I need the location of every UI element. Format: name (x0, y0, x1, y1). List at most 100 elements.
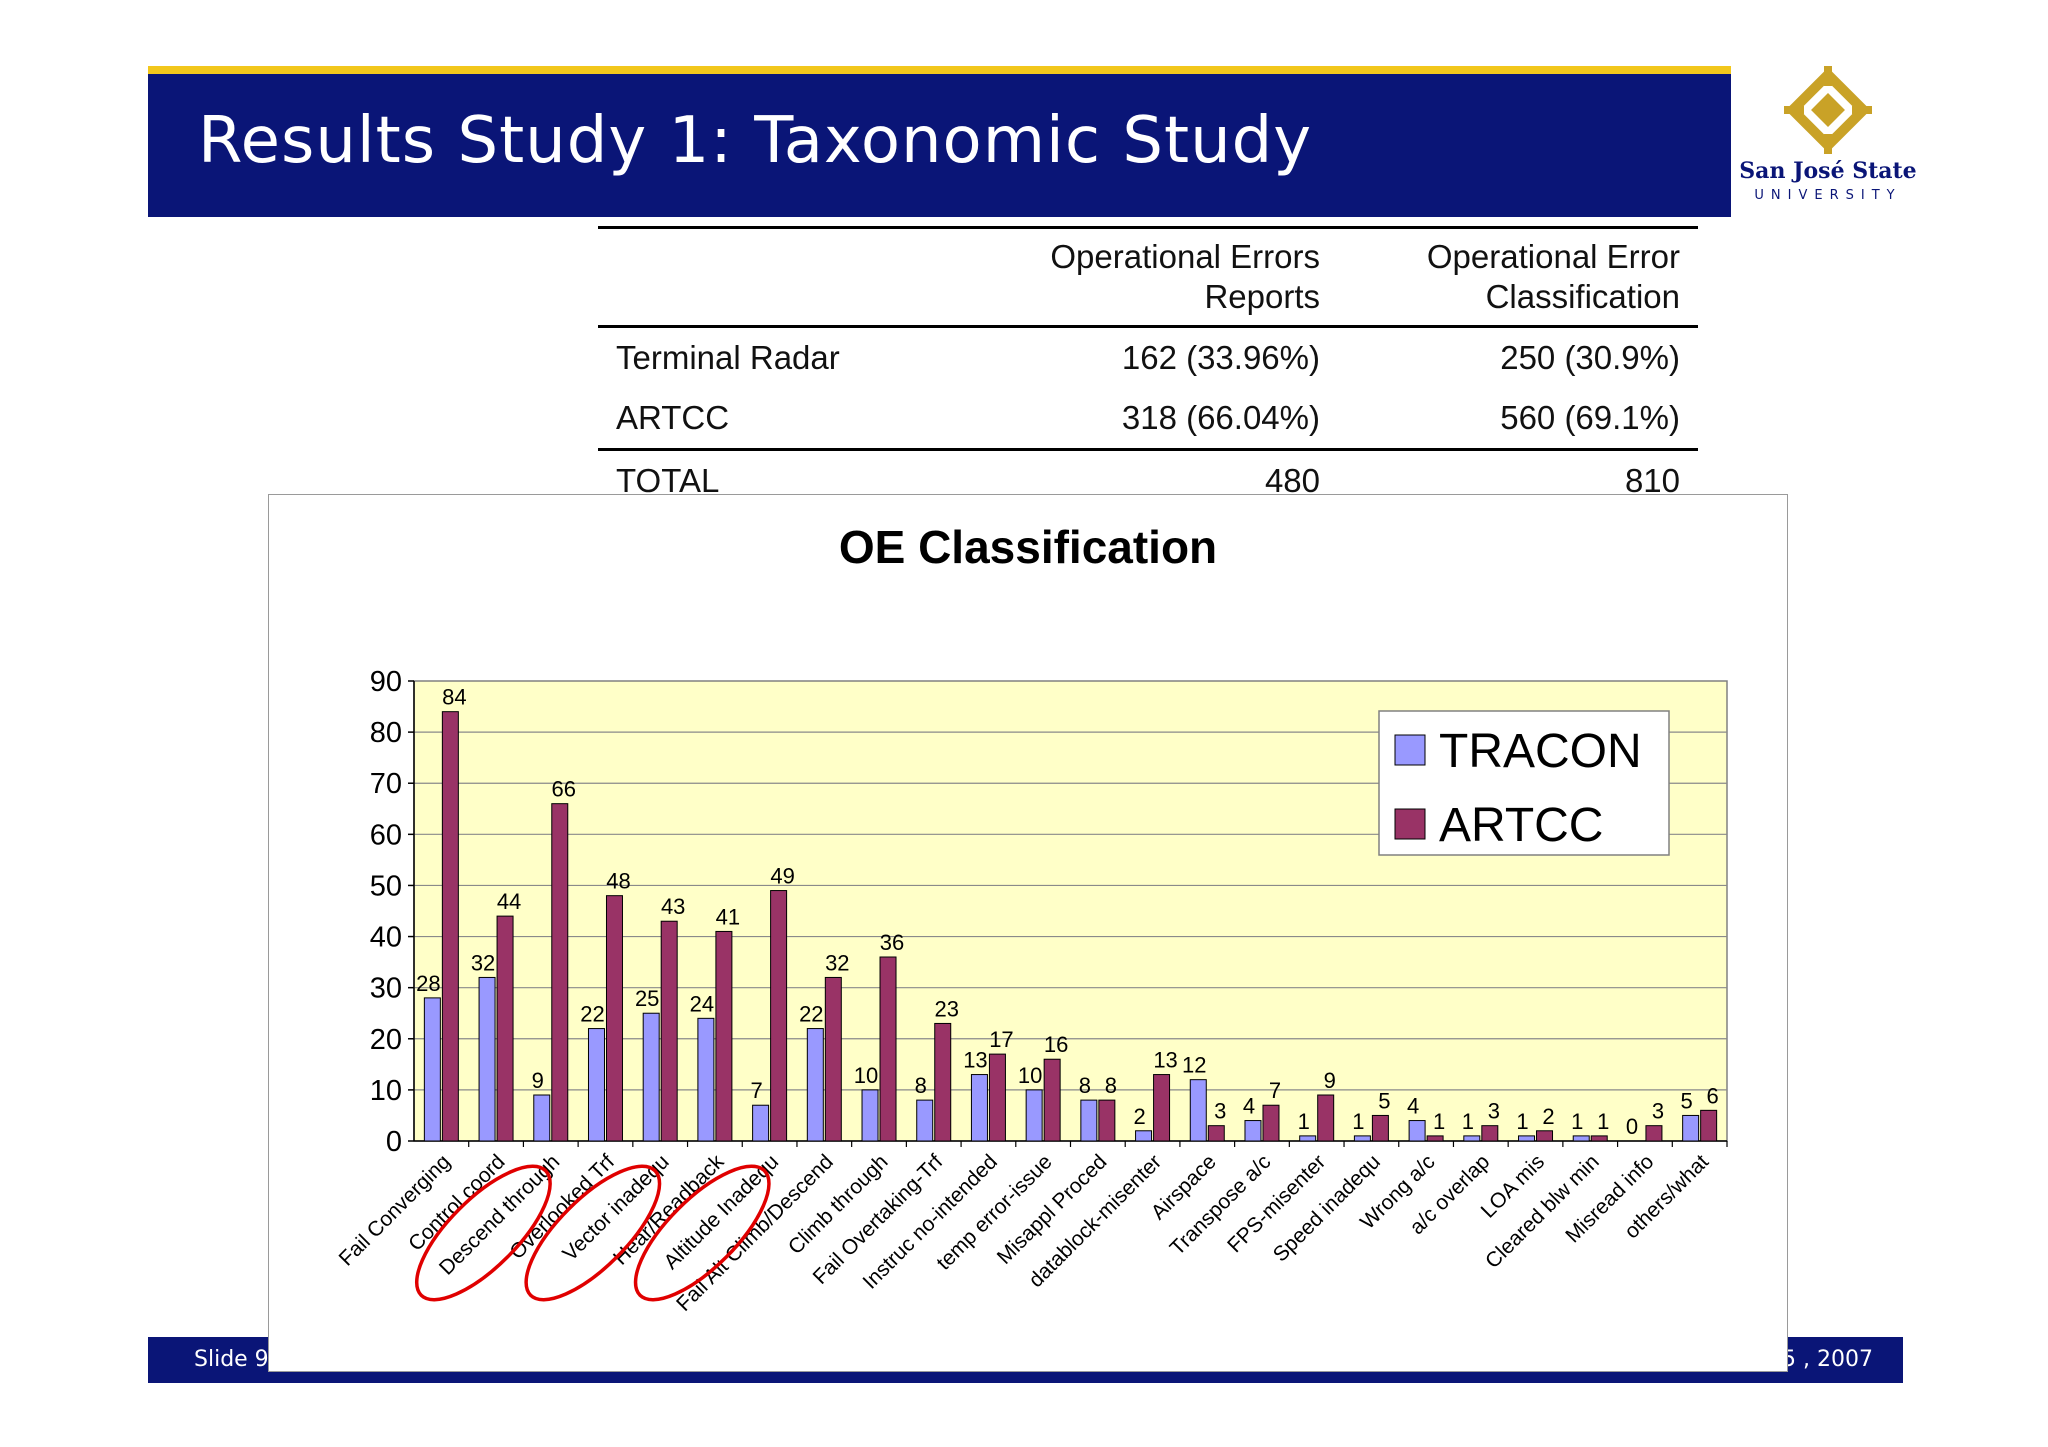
table-cell: 318 (66.04%) (1121, 399, 1320, 436)
y-tick-label: 90 (370, 666, 402, 698)
bar-tracon (533, 1094, 551, 1142)
data-label-artcc: 17 (989, 1027, 1013, 1052)
y-tick-label: 20 (370, 1024, 402, 1056)
data-label-tracon: 1 (1462, 1109, 1474, 1134)
bar-tracon (1353, 1135, 1371, 1142)
bar-artcc (441, 711, 459, 1142)
bar-tracon (1135, 1130, 1153, 1142)
bar-artcc (879, 956, 897, 1142)
bar-tracon (478, 976, 496, 1142)
chart-title: OE Classification (839, 521, 1217, 573)
data-label-artcc: 3 (1652, 1099, 1664, 1124)
summary-table: Operational Errors Reports Operational E… (598, 226, 1698, 511)
data-label-tracon: 4 (1243, 1094, 1255, 1119)
bar-tracon (1189, 1079, 1207, 1142)
table-cell: 162 (33.96%) (1121, 339, 1320, 376)
bar-tracon (1518, 1135, 1536, 1142)
summary-header-cell: Operational Errors Reports (978, 226, 1338, 328)
data-label-artcc: 6 (1707, 1083, 1719, 1108)
legend (1378, 710, 1670, 856)
legend-swatch-tracon (1394, 734, 1426, 766)
bar-tracon (1299, 1135, 1317, 1142)
bar-tracon (423, 997, 441, 1142)
data-label-artcc: 5 (1378, 1088, 1390, 1113)
bar-artcc (1536, 1130, 1554, 1142)
bar-tracon (1080, 1099, 1098, 1142)
data-label-artcc: 66 (552, 777, 576, 802)
data-label-artcc: 44 (497, 889, 521, 914)
header-accent-line (148, 66, 1731, 74)
bar-artcc (770, 890, 788, 1142)
data-label-artcc: 32 (825, 950, 849, 975)
data-label-tracon: 12 (1182, 1053, 1206, 1078)
data-label-tracon: 7 (750, 1078, 762, 1103)
data-label-artcc: 36 (880, 930, 904, 955)
legend-label-artcc: ARTCC (1439, 799, 1603, 852)
data-label-artcc: 7 (1269, 1078, 1281, 1103)
data-label-artcc: 13 (1153, 1048, 1177, 1073)
bar-tracon (1244, 1120, 1262, 1142)
logo-name: San José State (1739, 158, 1917, 184)
data-label-artcc: 1 (1433, 1109, 1445, 1134)
bar-artcc (660, 920, 678, 1142)
bar-artcc (1645, 1125, 1663, 1142)
bar-tracon (587, 1028, 605, 1142)
data-label-tracon: 28 (416, 971, 440, 996)
bar-artcc (1590, 1135, 1608, 1142)
y-tick-label: 10 (370, 1075, 402, 1107)
data-label-artcc: 43 (661, 894, 685, 919)
data-label-tracon: 13 (963, 1048, 987, 1073)
data-label-tracon: 25 (635, 986, 659, 1011)
data-label-artcc: 3 (1488, 1099, 1500, 1124)
bar-artcc (824, 976, 842, 1142)
bar-tracon (642, 1012, 660, 1142)
data-label-tracon: 5 (1681, 1088, 1693, 1113)
data-label-tracon: 0 (1626, 1114, 1638, 1139)
bar-tracon (1682, 1114, 1700, 1142)
data-label-artcc: 23 (934, 996, 958, 1021)
bar-artcc (1262, 1104, 1280, 1142)
bar-tracon (1463, 1135, 1481, 1142)
x-tick-label: Control coord (404, 1150, 509, 1255)
footer-date: 5 , 2007 (1782, 1347, 1873, 1372)
data-label-artcc: 16 (1044, 1032, 1068, 1057)
bar-artcc (1098, 1099, 1116, 1142)
data-label-tracon: 1 (1516, 1109, 1528, 1134)
data-label-tracon: 32 (471, 950, 495, 975)
data-label-artcc: 2 (1542, 1104, 1554, 1129)
bar-tracon (1572, 1135, 1590, 1142)
data-label-artcc: 84 (442, 685, 466, 710)
y-tick-label: 70 (370, 768, 402, 800)
slide-number: Slide 9 (194, 1347, 269, 1372)
bar-tracon (806, 1028, 824, 1142)
bar-artcc (605, 895, 623, 1142)
y-tick-label: 0 (386, 1126, 402, 1158)
bar-artcc (1481, 1125, 1499, 1142)
highlight-circle (524, 1164, 662, 1302)
bar-artcc (715, 930, 733, 1142)
oe-classification-chart: OE Classification 0102030405060708090288… (335, 521, 1728, 1316)
bar-tracon (1025, 1089, 1043, 1142)
data-label-tracon: 24 (690, 991, 714, 1016)
y-tick-label: 40 (370, 922, 402, 954)
summary-header-row: Operational Errors Reports Operational E… (598, 226, 1698, 328)
bar-tracon (1408, 1120, 1426, 1142)
university-logo: San José State UNIVERSITY (1738, 64, 1918, 214)
bar-artcc (1207, 1125, 1225, 1142)
summary-header-cell: Operational Error Classification (1338, 226, 1698, 328)
data-label-artcc: 41 (716, 904, 740, 929)
bar-artcc (1426, 1135, 1444, 1142)
highlight-circle (633, 1164, 771, 1302)
bar-artcc (1317, 1094, 1335, 1142)
table-cell: 560 (69.1%) (1500, 399, 1680, 436)
data-label-tracon: 9 (532, 1068, 544, 1093)
legend-label-tracon: TRACON (1439, 725, 1642, 778)
bar-tracon (970, 1074, 988, 1142)
data-label-tracon: 1 (1352, 1109, 1364, 1134)
logo-subtitle: UNIVERSITY (1754, 188, 1902, 203)
data-label-artcc: 3 (1214, 1099, 1226, 1124)
data-label-tracon: 2 (1133, 1104, 1145, 1129)
y-tick-label: 60 (370, 819, 402, 851)
bar-artcc (988, 1053, 1006, 1142)
summary-header-cell (598, 226, 978, 328)
